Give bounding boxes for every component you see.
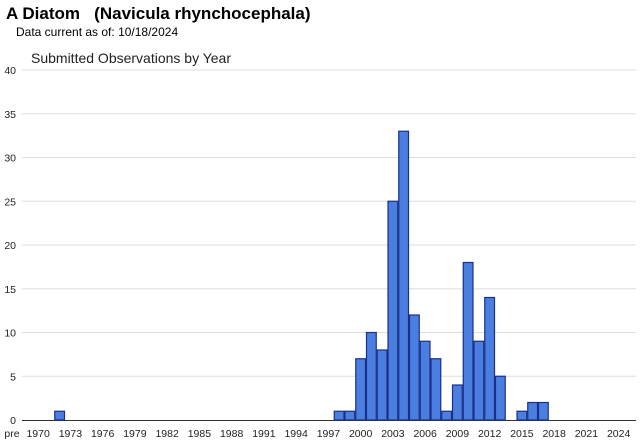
bar-2015 bbox=[516, 410, 528, 421]
data-current-label: Data current as of: bbox=[16, 25, 115, 39]
y-axis: 0 5 10 15 20 25 30 35 40 bbox=[4, 65, 16, 427]
bar-2002 bbox=[376, 349, 388, 421]
y-tick-label: 15 bbox=[4, 284, 16, 296]
x-tick-label: 1988 bbox=[220, 428, 244, 440]
common-name: A Diatom bbox=[6, 4, 80, 23]
y-tick-label: 25 bbox=[4, 196, 16, 208]
x-tick-label: 1982 bbox=[155, 428, 179, 440]
x-tick-label: 2003 bbox=[381, 428, 405, 440]
bar-2003 bbox=[387, 200, 399, 421]
data-current-note: Data current as of: 10/18/2024 bbox=[16, 25, 311, 39]
x-tick-label: 1991 bbox=[252, 428, 276, 440]
data-current-date: 10/18/2024 bbox=[118, 25, 179, 39]
bar-2016 bbox=[527, 401, 539, 421]
bar-2010 bbox=[462, 261, 474, 421]
bar-1999 bbox=[344, 410, 356, 421]
bar-2004 bbox=[398, 130, 410, 421]
bar-2017 bbox=[537, 401, 549, 421]
x-tick-label: 2000 bbox=[349, 428, 373, 440]
x-tick-label: 2015 bbox=[510, 428, 534, 440]
x-tick-label-pre: pre bbox=[4, 428, 19, 440]
bar-2013 bbox=[494, 375, 506, 421]
bar-1998 bbox=[333, 410, 345, 421]
gridlines bbox=[22, 69, 636, 421]
bar-2012 bbox=[484, 296, 496, 421]
bar-2001 bbox=[365, 331, 377, 421]
bar-2006 bbox=[419, 340, 431, 421]
bar-2000 bbox=[355, 358, 367, 421]
bar-1972 bbox=[54, 410, 66, 421]
y-tick-label: 5 bbox=[10, 371, 16, 383]
x-tick-label: 2012 bbox=[478, 428, 502, 440]
y-tick-label: 30 bbox=[4, 153, 16, 165]
x-axis: pre 1970 1973 1976 1979 1982 1985 1988 1991 1994 1… bbox=[4, 428, 630, 440]
x-tick-label: 1994 bbox=[284, 428, 308, 440]
x-tick-label: 2009 bbox=[446, 428, 470, 440]
chart-title: Submitted Observations by Year bbox=[31, 50, 231, 66]
x-tick-label: 2024 bbox=[607, 428, 631, 440]
bar-2009 bbox=[451, 384, 463, 421]
x-tick-label: 2021 bbox=[575, 428, 599, 440]
y-tick-label: 10 bbox=[4, 328, 16, 340]
scientific-name: (Navicula rhynchocephala) bbox=[94, 4, 311, 23]
y-tick-label: 35 bbox=[4, 109, 16, 121]
x-tick-label: 1976 bbox=[91, 428, 115, 440]
x-tick-label: 1985 bbox=[188, 428, 212, 440]
bar-2011 bbox=[473, 340, 485, 421]
x-tick-label: 1997 bbox=[317, 428, 341, 440]
bar-2005 bbox=[408, 314, 420, 421]
x-tick-label: 2006 bbox=[413, 428, 437, 440]
page-header: A Diatom (Navicula rhynchocephala) Data … bbox=[6, 3, 311, 39]
y-tick-label: 0 bbox=[10, 415, 16, 427]
species-title: A Diatom (Navicula rhynchocephala) bbox=[6, 3, 311, 25]
y-tick-label: 40 bbox=[4, 65, 16, 77]
bars bbox=[54, 130, 549, 421]
x-tick-label: 1979 bbox=[123, 428, 147, 440]
bar-2008 bbox=[441, 410, 453, 421]
x-tick-label: 1970 bbox=[26, 428, 50, 440]
y-tick-label: 20 bbox=[4, 240, 16, 252]
x-tick-label: 1973 bbox=[59, 428, 83, 440]
bar-2007 bbox=[430, 358, 442, 421]
x-tick-label: 2018 bbox=[542, 428, 566, 440]
